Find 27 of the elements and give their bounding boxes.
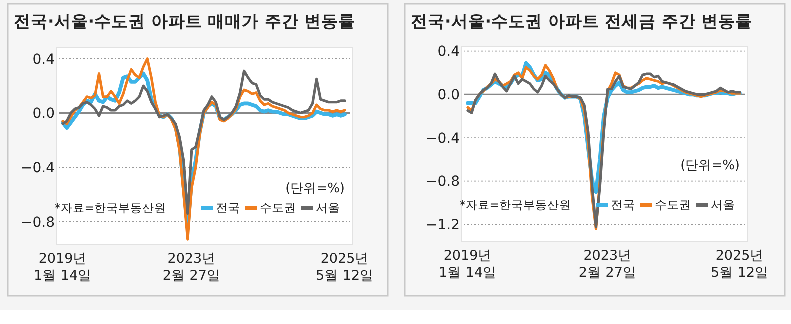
x-tick-label: 2023년 2월 27일: [162, 251, 221, 284]
y-tick-label: −1.2: [426, 218, 460, 234]
legend-label: 서울: [711, 198, 735, 212]
y-tick-label: 0.0: [438, 88, 460, 104]
annotation: *자료=한국부동산원: [460, 198, 572, 212]
legend-label: 서울: [316, 201, 340, 216]
legend-label: 수도권: [260, 201, 296, 216]
y-tick-label: −0.8: [426, 174, 460, 190]
legend-label: 전국: [611, 198, 635, 212]
x-tick-label: 2025년 5월 12일: [710, 248, 770, 281]
chart-title: 전국·서울·수도권 아파트 전세금 주간 변동률: [411, 12, 753, 31]
annotation: (단위=%): [680, 158, 740, 174]
y-tick-label: 0.4: [32, 52, 56, 68]
annotation: *자료=한국부동산원: [55, 201, 166, 216]
y-tick-label: −0.4: [426, 130, 460, 147]
y-tick-label: 0.0: [32, 106, 55, 122]
y-tick-label: 0.4: [438, 44, 460, 60]
chart-title: 전국·서울·수도권 아파트 매매가 주간 변동률: [14, 12, 356, 31]
x-tick-label: 2023년 2월 27일: [578, 248, 637, 281]
annotation: (단위=%): [286, 182, 345, 197]
legend-label: 전국: [216, 201, 240, 216]
x-tick-label: 2019년 1월 14일: [438, 248, 498, 281]
x-tick-label: 2019년 1월 14일: [34, 251, 92, 284]
y-tick-label: −0.8: [21, 214, 55, 231]
legend-label: 수도권: [655, 198, 691, 212]
x-tick-label: 2025년 5월 12일: [316, 251, 374, 284]
y-tick-label: −0.4: [21, 160, 56, 176]
